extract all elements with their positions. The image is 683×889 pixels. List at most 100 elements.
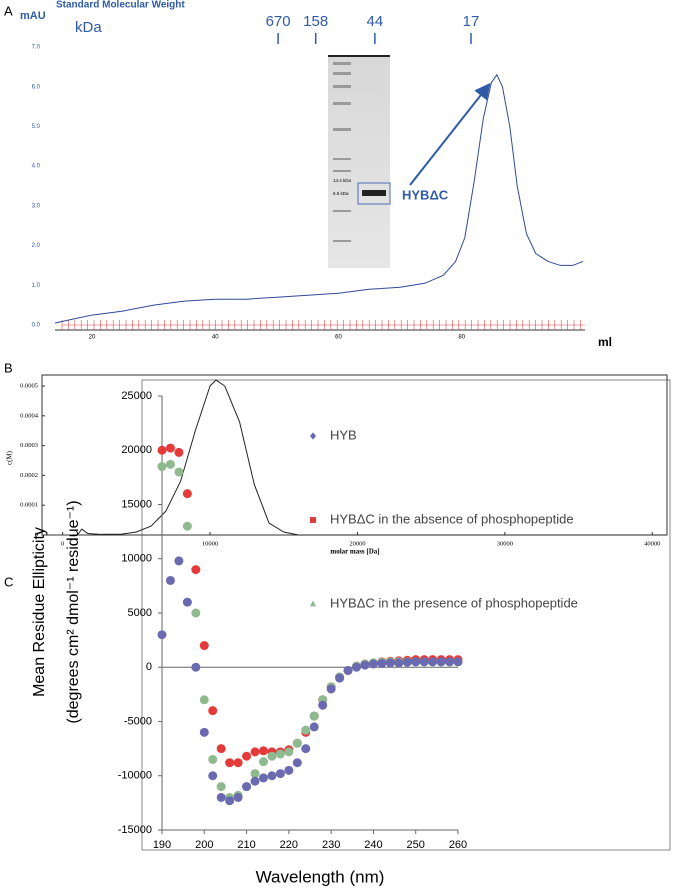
data-point — [242, 751, 252, 761]
data-point — [326, 684, 336, 694]
data-point — [453, 657, 463, 667]
gel-image — [328, 55, 491, 268]
x-axis-title: Wavelength (nm) — [256, 867, 385, 886]
data-point — [301, 744, 311, 754]
marker-label: 158 — [303, 13, 328, 30]
data-point — [242, 782, 252, 792]
y-axis-title: mAU — [20, 10, 46, 22]
y-axis-title: (degrees cm² dmol⁻¹ residue⁻¹) — [65, 500, 82, 723]
data-point — [250, 747, 260, 757]
y-axis-title: c(M) — [6, 450, 14, 465]
data-point — [258, 757, 268, 767]
y-tick-label: 0 — [35, 531, 38, 538]
data-point — [250, 769, 260, 779]
data-point — [182, 597, 192, 607]
y-tick-label: 4.0 — [32, 164, 41, 170]
data-point — [352, 662, 362, 672]
x-tick-label: 250 — [407, 839, 425, 851]
data-point — [292, 758, 302, 768]
data-point — [157, 630, 167, 640]
data-point — [445, 657, 455, 667]
x-tick-label: 10000 — [202, 540, 218, 547]
data-point — [208, 754, 218, 764]
x-tick-label: 0 — [61, 540, 64, 547]
panel-label: C — [4, 574, 13, 589]
panel-label: A — [4, 3, 13, 18]
gel-label: 14.4 kDa — [333, 178, 352, 183]
data-point — [191, 608, 201, 618]
x-tick-label: 40000 — [644, 540, 660, 547]
data-point — [174, 467, 184, 477]
x-tick-label: 240 — [364, 839, 382, 851]
x-axis-title: ml — [598, 335, 612, 349]
y-tick-label: 3.0 — [32, 203, 41, 209]
legend-label: HYBΔC in the presence of phosphopeptide — [330, 595, 578, 610]
y-axis-title: Mean Residue Ellipticity — [31, 527, 48, 697]
data-point — [411, 657, 421, 667]
x-tick-label: 210 — [237, 839, 255, 851]
data-point — [385, 658, 395, 668]
data-point — [402, 657, 412, 667]
data-point — [343, 666, 353, 676]
data-point — [275, 749, 285, 759]
marker-label: 670 — [266, 13, 291, 30]
data-point — [284, 765, 294, 775]
data-point — [267, 771, 277, 781]
y-tick-label: 7.0 — [32, 45, 41, 51]
data-point — [174, 447, 184, 457]
y-tick-label: 1.0 — [32, 283, 41, 289]
x-tick-label: 80 — [458, 335, 465, 341]
band-label: HYBΔC — [402, 187, 449, 202]
y-tick-label: 5.0 — [32, 124, 41, 130]
data-point — [165, 575, 175, 585]
x-tick-label: 230 — [322, 839, 340, 851]
data-point — [292, 738, 302, 748]
y-tick-label: 0.0 — [32, 323, 41, 329]
data-point — [419, 657, 429, 667]
data-point — [335, 673, 345, 683]
data-point — [216, 744, 226, 754]
x-tick-label: 20 — [89, 335, 96, 341]
x-axis-title: molar mass [Da] — [330, 548, 379, 556]
data-point — [377, 658, 387, 668]
data-point — [182, 489, 192, 499]
y-tick-label: 25000 — [121, 390, 152, 402]
y-tick-label: 0.0004 — [20, 412, 39, 419]
y-tick-label: 5000 — [128, 607, 152, 619]
data-point — [394, 658, 404, 668]
data-point — [216, 792, 226, 802]
marker-label: 44 — [367, 13, 384, 30]
data-point — [318, 700, 328, 710]
data-point — [199, 695, 209, 705]
data-point — [199, 727, 209, 737]
y-tick-label: 15000 — [121, 498, 152, 510]
y-tick-label: 0.0005 — [20, 383, 38, 390]
x-tick-label: 60 — [335, 335, 342, 341]
data-point — [182, 521, 192, 531]
data-point — [275, 769, 285, 779]
marker-title: Standard Molecular Weight — [56, 0, 185, 11]
data-point — [233, 792, 243, 802]
data-point — [284, 747, 294, 757]
y-tick-label: -15000 — [118, 824, 152, 836]
panel-c-frame — [141, 379, 671, 851]
data-point — [301, 725, 311, 735]
y-tick-label: 6.0 — [32, 84, 41, 90]
data-point — [258, 746, 268, 756]
data-point — [157, 462, 167, 472]
legend-marker — [310, 517, 316, 523]
legend-marker — [310, 600, 316, 607]
data-point — [309, 722, 319, 732]
panel-label: B — [4, 360, 13, 375]
data-line — [76, 379, 667, 536]
y-tick-label: 0.0001 — [20, 502, 38, 509]
y-tick-label: 0.0003 — [20, 442, 38, 449]
gel-label: 6.5 kDa — [333, 191, 349, 196]
x-tick-label: 20000 — [349, 540, 365, 547]
data-line — [54, 73, 584, 324]
y-tick-label: 10000 — [121, 553, 152, 565]
y-tick-label: -10000 — [118, 770, 152, 782]
data-point — [208, 706, 218, 716]
data-point — [258, 773, 268, 783]
